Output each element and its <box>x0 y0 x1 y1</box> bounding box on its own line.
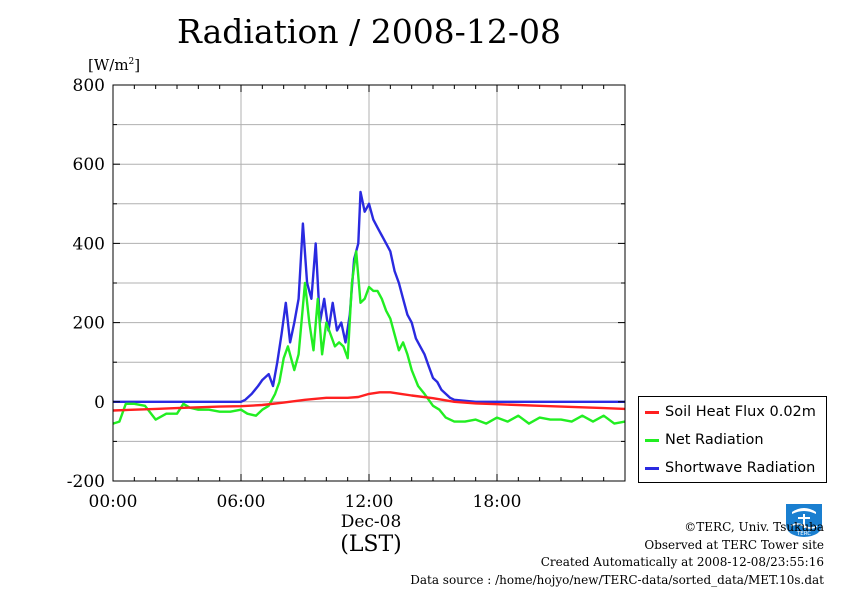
x-axis-label: (LST) <box>340 532 402 557</box>
credit-observed: Observed at TERC Tower site <box>644 537 824 552</box>
y-tick-label: -200 <box>67 472 105 492</box>
legend-label-soil-heat-flux: Soil Heat Flux 0.02m <box>665 404 816 420</box>
y-tick-label: 0 <box>94 393 105 413</box>
credits: ©TERC, Univ. Tsukuba Observed at TERC To… <box>410 519 824 589</box>
series-lines <box>112 190 626 425</box>
legend-label-net-radiation: Net Radiation <box>665 432 764 448</box>
legend-label-shortwave-radiation: Shortwave Radiation <box>665 460 816 476</box>
legend-swatch-shortwave-radiation <box>645 466 659 470</box>
logo-text: TERC <box>796 531 811 537</box>
y-axis-unit-label: [W/m2] <box>88 56 141 74</box>
legend-item-shortwave-radiation: Shortwave Radiation <box>645 457 815 479</box>
series-line-net-radiation <box>112 250 626 425</box>
terc-logo-icon: TERC <box>786 504 822 537</box>
x-axis-date-label: Dec-08 <box>340 512 402 532</box>
credit-source: Data source : /home/hojyo/new/TERC-data/… <box>410 572 824 587</box>
x-tick-label: 00:00 <box>89 492 138 512</box>
legend-swatch-soil-heat-flux <box>645 410 659 414</box>
grid-lines <box>113 85 625 481</box>
credit-copyright: ©TERC, Univ. Tsukuba <box>684 520 824 534</box>
x-tick-label: 06:00 <box>217 492 266 512</box>
y-tick-label: 200 <box>73 314 105 334</box>
legend: Soil Heat Flux 0.02m Net Radiation Short… <box>638 396 827 483</box>
credit-created: Created Automatically at 2008-12-08/23:5… <box>540 555 824 569</box>
x-tick-label: 12:00 <box>345 492 394 512</box>
legend-swatch-net-radiation <box>645 438 659 442</box>
legend-item-net-radiation: Net Radiation <box>645 429 764 451</box>
chart-title: Radiation / 2008-12-08 <box>177 12 561 51</box>
legend-item-soil-heat-flux: Soil Heat Flux 0.02m <box>645 401 816 423</box>
x-tick-label: 18:00 <box>473 492 522 512</box>
y-tick-label: 800 <box>73 76 105 96</box>
y-tick-label: 400 <box>73 234 105 254</box>
series-line-soil-heat-flux-0-02m <box>112 391 626 412</box>
y-tick-label: 600 <box>73 155 105 175</box>
